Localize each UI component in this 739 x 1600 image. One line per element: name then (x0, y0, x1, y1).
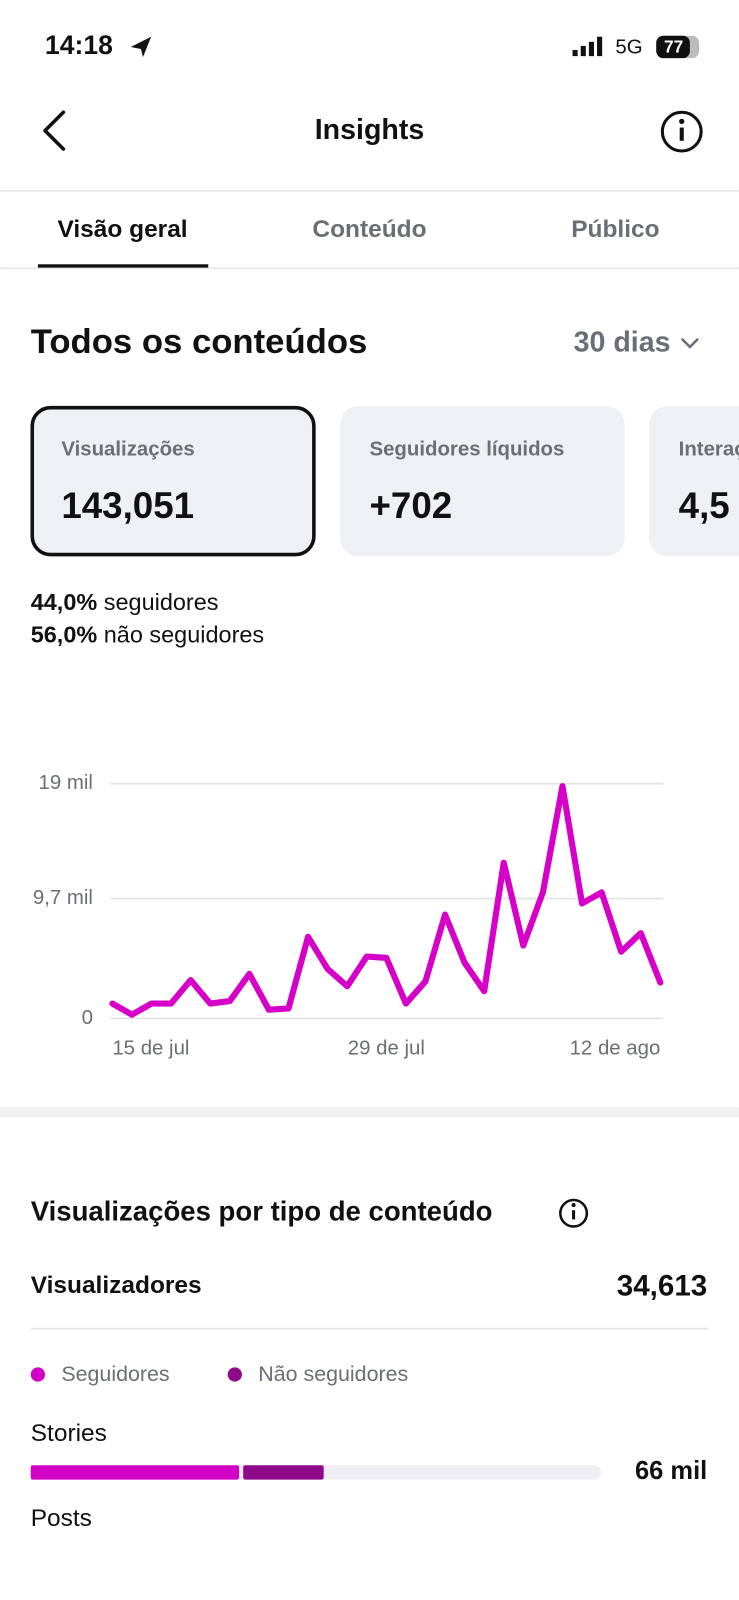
data-line (109, 783, 664, 1018)
audience-line: 44,0% seguidores (31, 589, 219, 615)
line-chart: 0 9,7 mil 19 mil 15 de jul 29 de jul 12 de ag… (33, 772, 664, 1059)
percent: 44,0% (31, 589, 98, 615)
tab[interactable]: Público (571, 216, 659, 243)
dropdown-icon (680, 337, 699, 349)
battery-level (656, 35, 690, 59)
info-icon[interactable] (559, 1198, 589, 1228)
bar-segment (243, 1465, 324, 1480)
back-button[interactable] (43, 110, 66, 151)
page-title: Insights (315, 114, 425, 146)
bar-segment (30, 1465, 240, 1480)
metric-card[interactable] (30, 405, 316, 557)
card-label: Visualizações (61, 438, 194, 460)
audience-label: seguidores (104, 589, 219, 615)
x-tick-label: 12 de ago (570, 1037, 661, 1059)
viewers-value: 34,613 (617, 1270, 707, 1303)
legend-swatch (30, 1367, 46, 1382)
period-selector[interactable]: 30 dias (574, 326, 671, 358)
y-tick-label: 0 (82, 1007, 93, 1029)
y-tick-label: 9,7 mil (33, 887, 93, 909)
legend-label: Seguidores (61, 1362, 169, 1386)
card-value: 143,051 (61, 485, 194, 526)
x-tick-label: 29 de jul (348, 1037, 425, 1059)
card-value: +702 (370, 485, 453, 526)
legend-swatch (227, 1367, 242, 1382)
signal-icon (572, 36, 603, 57)
status-time: 14:18 (45, 30, 113, 60)
percent: 56,0% (31, 622, 98, 648)
audience-label: não seguidores (104, 622, 264, 648)
card-value: 4,5 (679, 485, 730, 526)
metric-card[interactable] (649, 406, 739, 557)
audience-line: 56,0% não seguidores (31, 622, 264, 648)
viewers-label: Visualizadores (31, 1272, 202, 1299)
location-icon (130, 36, 152, 58)
breakdown-title: Visualizações por tipo de conteúdo (31, 1196, 493, 1227)
network-type: 5G (615, 36, 642, 58)
card-label: Seguidores líquidos (370, 438, 565, 460)
battery-percent: 77 (664, 37, 683, 57)
bar-chart: Seguidores Não seguidores Stories 66 mil Pos… (30, 1362, 707, 1532)
total-label: 66 mil (635, 1457, 707, 1485)
info-button[interactable] (660, 110, 703, 153)
tab-indicator (37, 264, 209, 269)
card-label: Interações (679, 438, 739, 460)
category-label: Posts (31, 1505, 92, 1532)
x-tick-label: 15 de jul (112, 1037, 189, 1059)
tab[interactable]: Visão geral (57, 216, 187, 243)
section-title: Todos os conteúdos (31, 323, 368, 361)
section-separator (0, 1107, 739, 1118)
metric-card[interactable] (339, 406, 625, 557)
tab[interactable]: Conteúdo (312, 216, 426, 243)
legend-label: Não seguidores (258, 1362, 408, 1386)
y-tick-label: 19 mil (39, 772, 93, 794)
category-label: Stories (31, 1420, 107, 1447)
